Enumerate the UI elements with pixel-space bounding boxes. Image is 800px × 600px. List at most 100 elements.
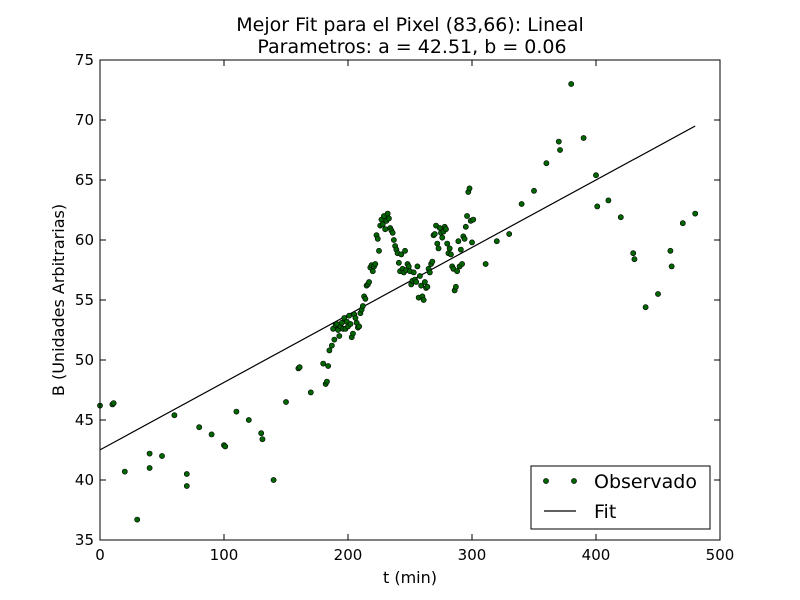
data-point-observado <box>668 263 675 270</box>
data-point-observado <box>338 319 345 326</box>
data-point-observado <box>679 220 686 227</box>
data-point-observado <box>362 295 369 302</box>
data-point-observado <box>382 226 389 233</box>
data-point-observado <box>446 245 453 252</box>
x-axis-label: t (min) <box>383 568 437 587</box>
data-point-observado <box>146 465 153 471</box>
data-point-observado <box>418 282 425 289</box>
data-point-observado <box>258 430 265 437</box>
data-point-observado <box>222 443 229 450</box>
data-point-observado <box>110 400 117 407</box>
data-point-observado <box>395 259 402 266</box>
data-point-observado <box>555 138 562 145</box>
data-point-observado <box>134 516 141 523</box>
data-point-observado <box>630 250 637 257</box>
data-point-observado <box>208 431 215 438</box>
data-point-observado <box>384 210 391 217</box>
data-point-observado <box>448 251 454 258</box>
data-point-observado <box>493 238 500 245</box>
data-point-observado <box>543 160 550 167</box>
data-point-observado <box>405 263 412 270</box>
data-point-observado <box>470 216 477 223</box>
data-point-observado <box>593 172 599 179</box>
legend-marker-observado-2 <box>571 478 577 484</box>
data-point-observado <box>324 378 330 385</box>
data-point-observado <box>444 240 451 247</box>
data-point-observado <box>434 240 441 247</box>
y-tick-label: 65 <box>75 171 94 189</box>
x-tick-label: 200 <box>334 546 363 564</box>
legend: Observado Fit <box>530 465 711 530</box>
data-point-observado <box>421 279 428 285</box>
y-tick-label: 60 <box>75 231 94 249</box>
data-point-observado <box>196 424 203 431</box>
data-point-observado <box>605 197 612 204</box>
data-point-observado <box>420 297 427 303</box>
data-point-observado <box>159 453 165 459</box>
data-point-observado <box>336 333 343 339</box>
data-point-observado <box>320 360 327 367</box>
data-point-observado <box>283 399 289 405</box>
data-point-observado <box>389 229 396 236</box>
data-point-observado <box>435 245 442 252</box>
data-point-observado <box>469 239 475 246</box>
data-point-observado <box>518 201 525 207</box>
data-point-observado <box>259 436 266 443</box>
data-point-observado <box>594 203 601 210</box>
data-point-observado <box>557 147 563 153</box>
data-point-observado <box>424 283 431 290</box>
data-point-observado <box>461 235 468 242</box>
data-point-observado <box>667 247 674 254</box>
x-tick-label: 500 <box>706 546 735 564</box>
data-point-observado <box>270 477 277 483</box>
data-point-observado <box>531 187 537 194</box>
x-tick-label: 100 <box>210 546 239 564</box>
y-tick-label: 55 <box>75 291 94 309</box>
data-point-observado <box>466 185 473 192</box>
y-tick-label: 75 <box>75 51 94 69</box>
data-point-observado <box>642 304 649 311</box>
data-point-observado <box>402 247 408 254</box>
data-point-observado <box>350 330 356 337</box>
data-point-observado <box>379 221 386 228</box>
data-point-observado <box>439 234 446 241</box>
data-point-observado <box>414 263 421 270</box>
data-point-observado <box>121 468 128 475</box>
data-point-observado <box>374 235 381 242</box>
chart-title-line2: Parametros: a = 42.51, b = 0.06 <box>257 36 566 58</box>
data-point-observado <box>245 417 252 423</box>
data-point-observado <box>459 261 465 267</box>
data-point-observado <box>655 291 661 297</box>
data-point-observado <box>146 450 153 457</box>
series-layer <box>97 81 699 523</box>
data-point-observado <box>386 215 392 222</box>
y-tick-label: 70 <box>75 111 94 129</box>
x-tick-label: 400 <box>582 546 611 564</box>
data-point-observado <box>307 389 314 396</box>
data-point-observado <box>325 363 332 369</box>
data-point-observado <box>417 273 423 279</box>
data-point-observado <box>390 237 397 243</box>
data-point-observado <box>398 251 405 258</box>
data-point-observado <box>171 412 178 419</box>
data-point-observado <box>580 135 587 141</box>
data-point-observado <box>617 214 624 221</box>
data-point-observado <box>346 312 353 319</box>
data-point-observado <box>328 342 335 349</box>
data-point-observado <box>372 261 379 267</box>
data-point-observado <box>631 256 638 263</box>
data-point-observado <box>454 268 461 275</box>
legend-marker-observado <box>543 478 549 484</box>
legend-box <box>530 465 711 530</box>
y-tick-label: 40 <box>75 471 94 489</box>
data-point-observado <box>413 279 420 285</box>
data-point-observado <box>410 269 417 276</box>
data-point-observado <box>183 471 190 477</box>
data-point-observado <box>233 408 240 415</box>
y-axis-label: B (Unidades Arbitrarias) <box>49 204 68 396</box>
data-point-observado <box>429 258 436 265</box>
data-point-observado <box>352 315 359 321</box>
data-point-observado <box>369 268 376 275</box>
data-point-observado <box>366 279 372 285</box>
